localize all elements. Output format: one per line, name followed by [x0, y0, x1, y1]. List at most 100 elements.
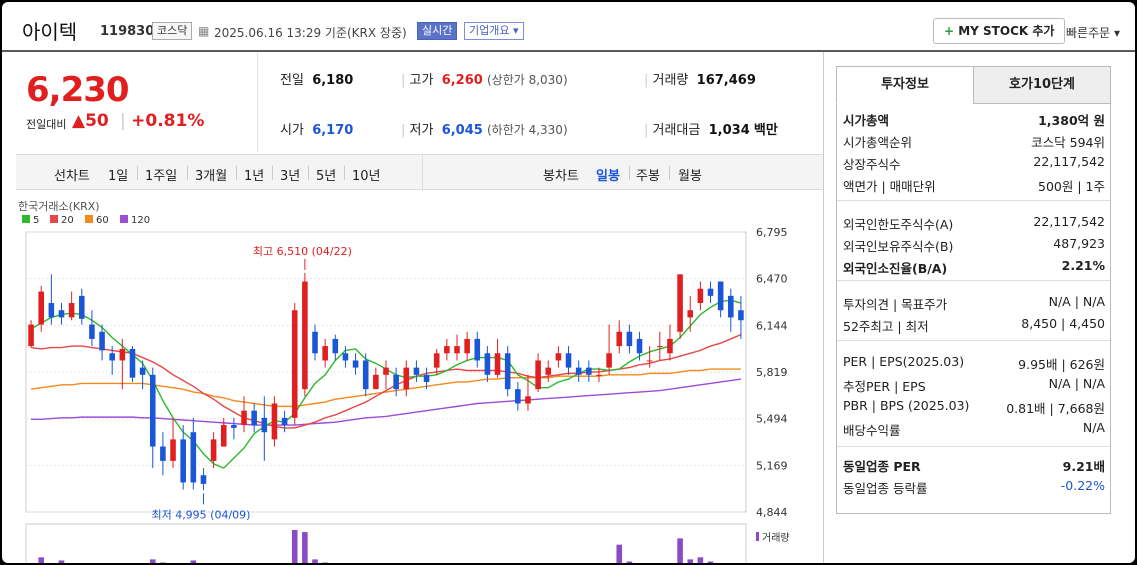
- candle-body: [210, 439, 217, 461]
- volume-bar: [697, 557, 704, 563]
- candle-body: [241, 410, 247, 426]
- info-label: 상장주식수: [843, 157, 901, 172]
- candle-body: [717, 281, 724, 311]
- tab-10y[interactable]: 10년: [352, 169, 381, 184]
- candle-body: [565, 353, 572, 368]
- chart-source: 한국거래소(KRX): [18, 200, 100, 213]
- candle-body: [454, 346, 460, 354]
- tab-1d[interactable]: 1일: [108, 169, 129, 184]
- candle-body: [393, 374, 399, 390]
- info-label: 외국인한도주식수(A): [843, 217, 954, 232]
- company-overview-dropdown[interactable]: 기업개요 ▾: [464, 22, 524, 40]
- info-value: 22,117,542: [1033, 154, 1105, 169]
- candle-body: [200, 475, 207, 484]
- tab-1y[interactable]: 1년: [244, 169, 265, 184]
- candle-body: [28, 324, 34, 347]
- ma60-line: [30, 368, 741, 408]
- main-area: 6,230 전일대비 ▲50 | +0.81% 전일 6,180 | 고가 6,…: [16, 52, 823, 563]
- tab-3y[interactable]: 3년: [280, 169, 301, 184]
- info-row: 상장주식수 22,117,542: [843, 154, 1105, 172]
- price-chart[interactable]: 6,795 6,470 6,144 5,819 5,494 5,169 4,844 한국거래소…: [16, 192, 823, 563]
- candle-body: [383, 367, 389, 375]
- candle-body: [738, 310, 744, 321]
- summary-high: | 고가 6,260 (상한가 8,030): [401, 73, 568, 88]
- info-row: 외국인소진율(B/A) 2.21%: [843, 258, 1105, 276]
- low-value: 6,045: [441, 123, 483, 138]
- candle-body: [261, 417, 268, 433]
- header: 아이텍 119830 코스닥 ▦ 2025.06.16 13:29 기준(KRX…: [2, 2, 1135, 52]
- info-row: 외국인보유주식수(B) 487,923: [843, 236, 1105, 254]
- info-label: 동일업종 등락률: [843, 481, 928, 496]
- info-row: 추정PER | EPS N/A | N/A: [843, 376, 1105, 394]
- info-label: 투자의견 | 목표주가: [843, 297, 948, 312]
- candle-body: [423, 374, 430, 382]
- realtime-button[interactable]: 실시간: [417, 22, 458, 40]
- candle-body: [636, 338, 643, 354]
- candle-body: [525, 396, 531, 404]
- tab-daily[interactable]: 일봉: [596, 169, 620, 184]
- max-label: 최고 6,510 (04/22): [253, 245, 352, 258]
- candle-body: [596, 374, 602, 376]
- tab-3m[interactable]: 3개월: [195, 169, 228, 184]
- candle-body: [575, 367, 582, 375]
- timestamp: 2025.06.16 13:29 기준(KRX 장중): [214, 26, 407, 40]
- amount-unit: 백만: [753, 123, 778, 138]
- amount-value: 1,034: [708, 123, 750, 138]
- info-value: -0.22%: [1060, 478, 1105, 493]
- tab-1w[interactable]: 1주일: [145, 169, 178, 184]
- stock-code: 119830: [100, 24, 155, 39]
- high-sub: (상한가 8,030): [486, 73, 568, 87]
- info-row: 동일업종 PER 9.21배: [843, 456, 1105, 474]
- info-label: 동일업종 PER: [843, 459, 921, 474]
- up-triangle-icon: ▲: [72, 111, 86, 131]
- legend-label: 60: [96, 215, 109, 226]
- info-label: 외국인보유주식수(B): [843, 239, 954, 254]
- tab-investment-info[interactable]: 투자정보: [836, 66, 974, 104]
- market-badge: 코스닥: [152, 22, 193, 40]
- ma20-line: [30, 333, 742, 429]
- candle-body: [99, 331, 105, 351]
- amount-label: 거래대금: [652, 123, 701, 138]
- calendar-icon: ▦: [198, 24, 210, 38]
- candle-body: [342, 353, 349, 361]
- candle-body: [220, 425, 227, 447]
- info-value: 9.21배: [1062, 459, 1105, 474]
- change-percent-value: +0.81%: [131, 111, 205, 131]
- candle-body: [281, 417, 288, 426]
- candle-body: [180, 439, 186, 483]
- volume-bar: [707, 561, 714, 563]
- candle-body: [89, 324, 95, 339]
- volume-bar: [677, 538, 683, 563]
- candle-body: [48, 303, 55, 318]
- overview-label: 기업개요: [469, 24, 510, 37]
- volume-bar: [190, 560, 197, 563]
- candle-body: [545, 367, 552, 375]
- plus-icon: +: [944, 24, 959, 38]
- candle-body: [78, 295, 85, 319]
- change-value: ▲50: [72, 111, 109, 131]
- candle-body: [697, 288, 704, 304]
- candle-body: [139, 367, 146, 375]
- tab-weekly[interactable]: 주봉: [636, 169, 660, 184]
- info-value: 500원 | 1주: [1038, 179, 1105, 194]
- info-row: 배당수익률 N/A: [843, 420, 1105, 438]
- legend-swatch: [50, 215, 58, 223]
- summary-low: | 저가 6,045 (하한가 4,330): [401, 123, 568, 138]
- y-tick-label: 5,819: [756, 366, 788, 379]
- candle-body: [190, 432, 197, 483]
- tab-orderbook[interactable]: 호가10단계: [973, 66, 1111, 104]
- tab-5y[interactable]: 5년: [316, 169, 337, 184]
- open-value: 6,170: [312, 123, 354, 138]
- info-value: 8,450 | 4,450: [1021, 316, 1105, 331]
- y-tick-label: 6,470: [756, 273, 788, 286]
- tab-monthly[interactable]: 월봉: [678, 169, 702, 184]
- candle-body: [271, 403, 278, 440]
- candle-body: [352, 360, 359, 368]
- add-mystock-button[interactable]: + MY STOCK 추가: [933, 18, 1066, 44]
- candle-body: [535, 360, 541, 390]
- summary-amount: | 거래대금 1,034 백만: [644, 123, 778, 138]
- quick-order-link[interactable]: 빠른주문 ▾: [1066, 24, 1120, 41]
- summary-prev: 전일 6,180: [280, 69, 353, 88]
- volume-bar: [38, 557, 44, 563]
